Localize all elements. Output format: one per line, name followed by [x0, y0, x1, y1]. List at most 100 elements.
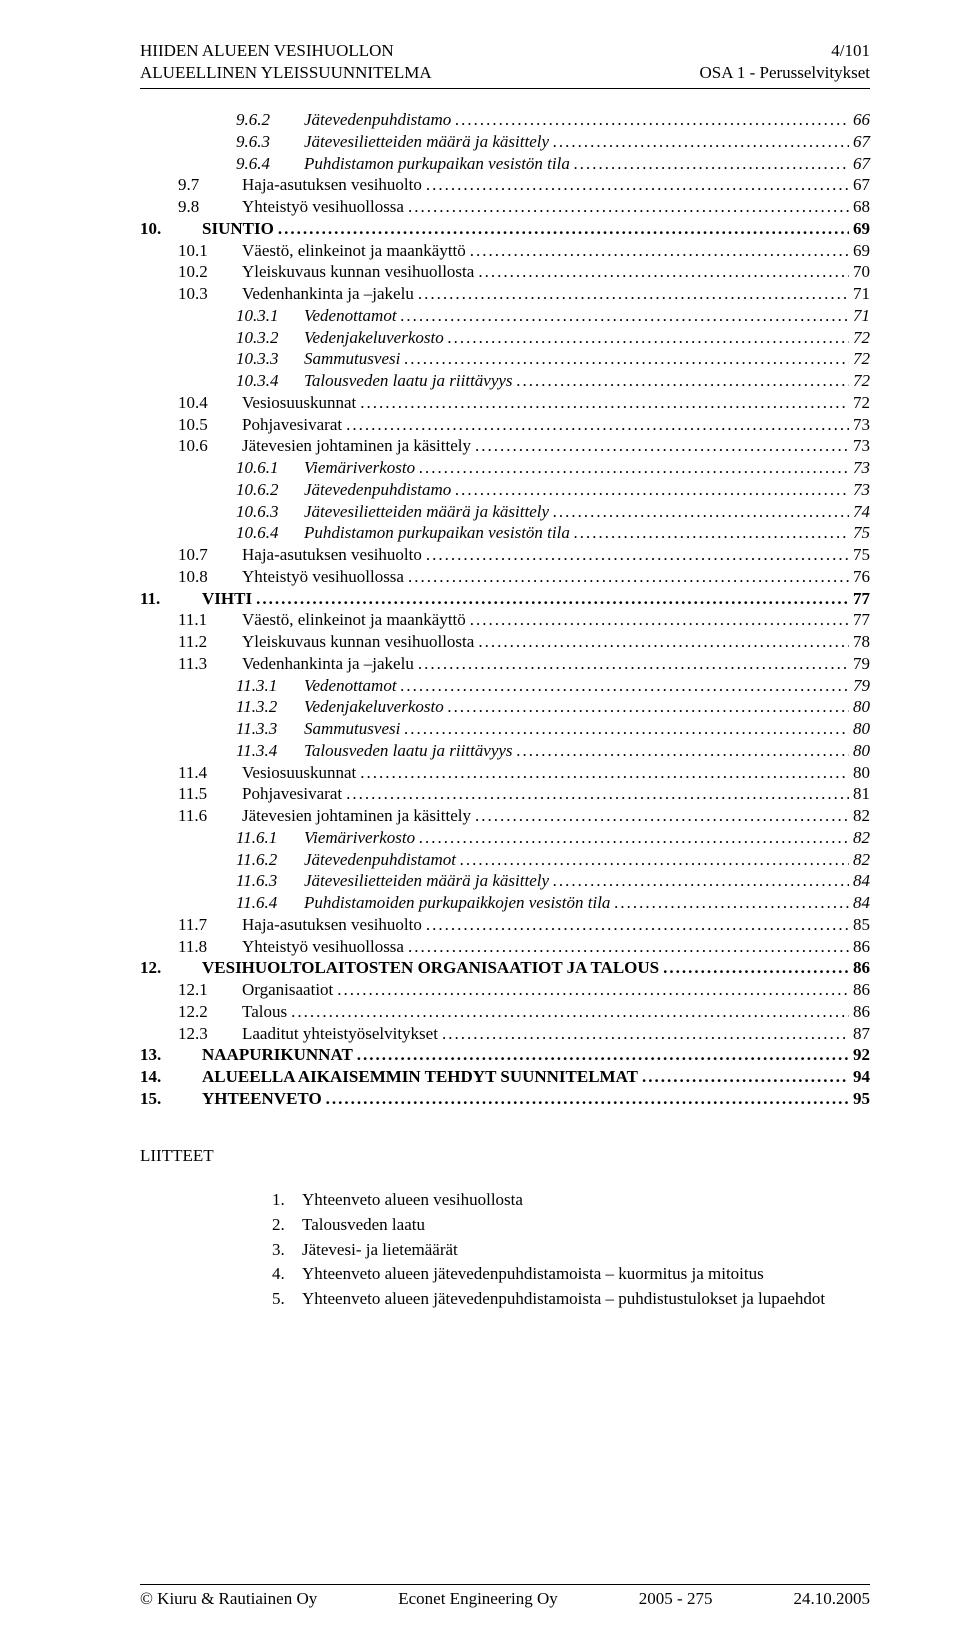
toc-leader-dots	[448, 696, 849, 718]
toc-leader-dots	[419, 827, 849, 849]
toc-row: 10.6.4Puhdistamon purkupaikan vesistön t…	[140, 522, 870, 544]
toc-leader-dots	[419, 457, 849, 479]
toc-number: 10.3	[178, 283, 242, 305]
toc-leader-dots	[360, 392, 849, 414]
toc-row: 10.2Yleiskuvaus kunnan vesihuollosta70	[140, 261, 870, 283]
toc-number: 10.3.2	[236, 327, 304, 349]
toc-number: 11.8	[178, 936, 242, 958]
toc-number: 15.	[140, 1088, 202, 1110]
toc-page-number: 79	[849, 675, 870, 697]
toc-row: 10.6.3Jätevesilietteiden määrä ja käsitt…	[140, 501, 870, 523]
toc-number: 10.4	[178, 392, 242, 414]
toc-page-number: 67	[849, 131, 870, 153]
toc-label: VIHTI	[202, 588, 256, 610]
toc-row: 12.VESIHUOLTOLAITOSTEN ORGANISAATIOT JA …	[140, 957, 870, 979]
toc-page-number: 82	[849, 805, 870, 827]
toc-label: Puhdistamoiden purkupaikkojen vesistön t…	[304, 892, 614, 914]
toc-label: Yleiskuvaus kunnan vesihuollosta	[242, 261, 478, 283]
toc-page-number: 73	[849, 479, 870, 501]
toc-leader-dots	[408, 936, 849, 958]
toc-row: 11.1Väestö, elinkeinot ja maankäyttö77	[140, 609, 870, 631]
page: HIIDEN ALUEEN VESIHUOLLON ALUEELLINEN YL…	[0, 0, 960, 1639]
toc-label: Talousveden laatu ja riittävyys	[304, 740, 517, 762]
toc-leader-dots	[553, 131, 849, 153]
toc-label: Vesiosuuskunnat	[242, 392, 360, 414]
toc-number: 9.6.2	[236, 109, 304, 131]
toc-number: 10.6.4	[236, 522, 304, 544]
toc-label: Sammutusvesi	[304, 348, 404, 370]
toc-label: SIUNTIO	[202, 218, 278, 240]
toc-leader-dots	[478, 261, 849, 283]
toc-page-number: 82	[849, 849, 870, 871]
toc-number: 11.6	[178, 805, 242, 827]
toc-number: 9.6.4	[236, 153, 304, 175]
toc-page-number: 77	[849, 609, 870, 631]
toc-leader-dots	[326, 1088, 849, 1110]
toc-label: Sammutusvesi	[304, 718, 404, 740]
toc-label: Yhteistyö vesihuollossa	[242, 196, 408, 218]
toc-page-number: 78	[849, 631, 870, 653]
toc-label: Talous	[242, 1001, 291, 1023]
toc-label: Väestö, elinkeinot ja maankäyttö	[242, 609, 470, 631]
appendix-list: 1.Yhteenveto alueen vesihuollosta2.Talou…	[140, 1188, 870, 1311]
toc-leader-dots	[553, 501, 849, 523]
toc-number: 11.5	[178, 783, 242, 805]
toc-leader-dots	[663, 957, 849, 979]
toc-number: 10.6.2	[236, 479, 304, 501]
toc-page-number: 92	[849, 1044, 870, 1066]
toc-leader-dots	[642, 1066, 849, 1088]
toc-leader-dots	[401, 305, 849, 327]
toc-leader-dots	[278, 218, 849, 240]
toc-row: 9.6.4Puhdistamon purkupaikan vesistön ti…	[140, 153, 870, 175]
toc-number: 10.3.4	[236, 370, 304, 392]
toc-leader-dots	[442, 1023, 849, 1045]
toc-row: 11.6.2Jätevedenpuhdistamot82	[140, 849, 870, 871]
toc-row: 10.5Pohjavesivarat73	[140, 414, 870, 436]
toc-page-number: 95	[849, 1088, 870, 1110]
toc-leader-dots	[553, 870, 849, 892]
toc-row: 11.8Yhteistyö vesihuollossa86	[140, 936, 870, 958]
toc-row: 12.1Organisaatiot86	[140, 979, 870, 1001]
toc-page-number: 86	[849, 979, 870, 1001]
toc-row: 13.NAAPURIKUNNAT92	[140, 1044, 870, 1066]
toc-number: 9.6.3	[236, 131, 304, 153]
appendix-item-text: Talousveden laatu	[302, 1213, 425, 1238]
toc-number: 10.5	[178, 414, 242, 436]
toc-leader-dots	[404, 348, 849, 370]
toc-leader-dots	[426, 914, 849, 936]
toc-label: Jätevesien johtaminen ja käsittely	[242, 805, 475, 827]
toc-row: 11.6.3Jätevesilietteiden määrä ja käsitt…	[140, 870, 870, 892]
toc-row: 10.7Haja-asutuksen vesihuolto75	[140, 544, 870, 566]
toc-leader-dots	[614, 892, 849, 914]
toc-row: 10.SIUNTIO69	[140, 218, 870, 240]
toc-number: 12.2	[178, 1001, 242, 1023]
toc-label: Vedenjakeluverkosto	[304, 327, 448, 349]
toc-row: 11.3Vedenhankinta ja –jakelu79	[140, 653, 870, 675]
toc-label: Talousveden laatu ja riittävyys	[304, 370, 517, 392]
toc-page-number: 72	[849, 370, 870, 392]
toc-label: Yleiskuvaus kunnan vesihuollosta	[242, 631, 478, 653]
toc-leader-dots	[475, 435, 849, 457]
toc-label: Pohjavesivarat	[242, 414, 346, 436]
appendix-block: LIITTEET 1.Yhteenveto alueen vesihuollos…	[140, 1144, 870, 1312]
appendix-title: LIITTEET	[140, 1144, 870, 1169]
toc-page-number: 71	[849, 305, 870, 327]
toc-label: Jätevedenpuhdistamo	[304, 109, 455, 131]
appendix-item-text: Yhteenveto alueen vesihuollosta	[302, 1188, 523, 1213]
footer-proj: 2005 - 275	[639, 1589, 713, 1609]
toc-row: 10.3.3Sammutusvesi72	[140, 348, 870, 370]
toc-page-number: 77	[849, 588, 870, 610]
toc-number: 11.4	[178, 762, 242, 784]
toc-page-number: 69	[849, 218, 870, 240]
header-left: HIIDEN ALUEEN VESIHUOLLON ALUEELLINEN YL…	[140, 40, 432, 84]
appendix-item: 5.Yhteenveto alueen jätevedenpuhdistamoi…	[272, 1287, 870, 1312]
toc-number: 11.3.3	[236, 718, 304, 740]
header-left-line1: HIIDEN ALUEEN VESIHUOLLON	[140, 41, 394, 60]
toc-page-number: 79	[849, 653, 870, 675]
toc-row: 11.7Haja-asutuksen vesihuolto85	[140, 914, 870, 936]
footer-left: © Kiuru & Rautiainen Oy	[140, 1589, 317, 1609]
toc-page-number: 86	[849, 1001, 870, 1023]
toc-leader-dots	[408, 196, 849, 218]
appendix-item-text: Jätevesi- ja lietemäärät	[302, 1238, 458, 1263]
toc-label: Jätevedenpuhdistamot	[304, 849, 460, 871]
